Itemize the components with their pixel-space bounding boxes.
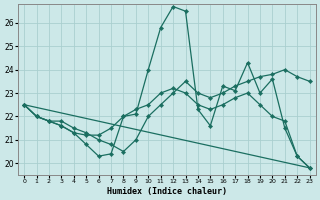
X-axis label: Humidex (Indice chaleur): Humidex (Indice chaleur) (107, 187, 227, 196)
